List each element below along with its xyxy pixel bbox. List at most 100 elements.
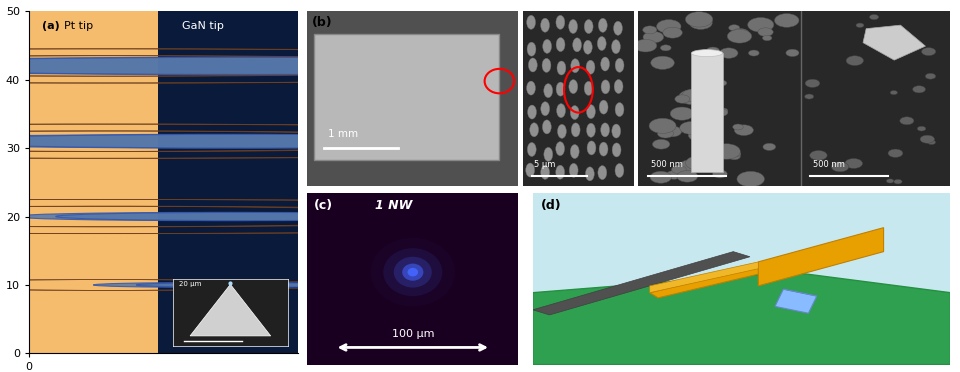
Circle shape (762, 35, 772, 41)
Text: (d): (d) (541, 199, 562, 212)
Ellipse shape (691, 49, 723, 57)
Circle shape (660, 45, 671, 51)
Circle shape (690, 130, 715, 144)
Circle shape (599, 100, 608, 114)
Circle shape (804, 94, 814, 99)
Circle shape (570, 106, 579, 119)
Circle shape (612, 40, 620, 54)
Circle shape (568, 19, 578, 33)
Ellipse shape (93, 283, 319, 287)
Circle shape (615, 58, 624, 72)
Circle shape (719, 48, 738, 58)
Circle shape (588, 141, 596, 155)
Circle shape (558, 124, 566, 138)
Circle shape (925, 73, 936, 79)
Text: Pt tip: Pt tip (63, 22, 93, 31)
Circle shape (670, 107, 694, 120)
Circle shape (707, 47, 719, 54)
Circle shape (587, 105, 595, 119)
Circle shape (601, 57, 610, 71)
Circle shape (845, 158, 863, 169)
Circle shape (682, 89, 705, 102)
Circle shape (712, 144, 740, 159)
Circle shape (635, 39, 657, 52)
Circle shape (775, 13, 799, 27)
Circle shape (917, 126, 925, 131)
Circle shape (749, 50, 759, 56)
Circle shape (701, 157, 720, 167)
Circle shape (685, 156, 711, 170)
Circle shape (587, 60, 595, 74)
Circle shape (649, 118, 676, 134)
Circle shape (870, 15, 878, 20)
Polygon shape (533, 272, 950, 365)
Circle shape (846, 56, 864, 65)
Circle shape (809, 151, 828, 160)
Circle shape (597, 36, 606, 51)
Circle shape (737, 171, 764, 187)
Ellipse shape (56, 212, 443, 221)
Circle shape (598, 166, 607, 180)
Circle shape (888, 149, 903, 157)
Circle shape (658, 129, 674, 138)
Circle shape (542, 120, 551, 134)
Circle shape (542, 39, 552, 53)
Text: 100 μm: 100 μm (392, 329, 434, 339)
Circle shape (677, 170, 698, 182)
Circle shape (731, 151, 741, 157)
Ellipse shape (0, 134, 529, 148)
Bar (314, 34, 499, 160)
Circle shape (601, 123, 610, 137)
Circle shape (585, 20, 593, 33)
Circle shape (556, 142, 564, 155)
Circle shape (712, 170, 728, 178)
Circle shape (556, 82, 564, 96)
Circle shape (856, 23, 864, 28)
Ellipse shape (136, 283, 362, 287)
Circle shape (662, 27, 683, 38)
Polygon shape (758, 228, 883, 286)
Polygon shape (775, 289, 817, 313)
Circle shape (587, 123, 595, 137)
Circle shape (927, 140, 936, 145)
Circle shape (383, 248, 443, 296)
Text: 1 NW: 1 NW (374, 199, 412, 212)
Bar (691, 53, 723, 172)
Circle shape (526, 163, 535, 177)
Circle shape (540, 166, 549, 179)
Ellipse shape (12, 212, 399, 221)
Circle shape (643, 31, 663, 43)
Circle shape (651, 56, 674, 70)
Circle shape (527, 42, 536, 56)
Circle shape (540, 18, 549, 32)
Circle shape (728, 29, 752, 43)
Circle shape (650, 171, 671, 183)
Circle shape (613, 21, 622, 35)
Circle shape (671, 166, 686, 174)
Circle shape (890, 90, 898, 94)
Circle shape (556, 15, 564, 29)
Polygon shape (863, 25, 925, 60)
Circle shape (599, 142, 608, 156)
Circle shape (612, 143, 621, 157)
Circle shape (598, 18, 608, 32)
Circle shape (557, 104, 565, 118)
Circle shape (586, 167, 594, 181)
Circle shape (729, 25, 740, 31)
Circle shape (614, 80, 623, 93)
Circle shape (831, 162, 849, 172)
Circle shape (679, 160, 702, 172)
Circle shape (569, 163, 578, 177)
Circle shape (714, 109, 728, 116)
Circle shape (920, 135, 934, 143)
Circle shape (601, 80, 610, 94)
Circle shape (685, 12, 712, 27)
Circle shape (718, 108, 728, 113)
Circle shape (657, 20, 681, 33)
Circle shape (527, 81, 536, 95)
Circle shape (544, 147, 553, 161)
Circle shape (615, 103, 624, 116)
Polygon shape (783, 289, 817, 296)
Circle shape (900, 117, 914, 125)
Text: (c): (c) (314, 199, 333, 212)
